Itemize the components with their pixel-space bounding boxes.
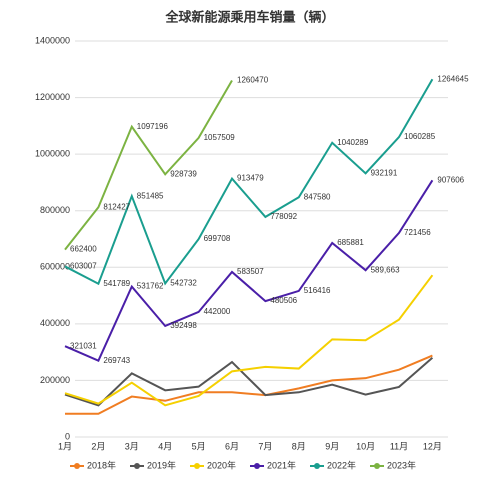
data-label: 1057509 bbox=[204, 133, 236, 142]
series-line bbox=[64, 274, 434, 407]
data-label: 442000 bbox=[204, 307, 231, 316]
legend-marker bbox=[194, 463, 200, 469]
data-label: 542732 bbox=[170, 279, 197, 288]
y-tick-label: 1400000 bbox=[35, 35, 70, 45]
legend-label: 2021年 bbox=[267, 459, 296, 470]
data-label: 1097196 bbox=[137, 122, 169, 131]
legend-label: 2022年 bbox=[327, 459, 356, 470]
data-label: 928739 bbox=[170, 169, 197, 178]
x-tick-label: 11月 bbox=[390, 441, 408, 451]
x-tick-label: 2月 bbox=[91, 441, 105, 451]
x-tick-label: 5月 bbox=[192, 441, 206, 451]
legend-marker bbox=[374, 463, 380, 469]
data-label: 516416 bbox=[304, 286, 331, 295]
x-tick-label: 4月 bbox=[158, 441, 172, 451]
data-label: 480506 bbox=[270, 296, 297, 305]
legend-marker bbox=[314, 463, 320, 469]
data-label: 583507 bbox=[237, 267, 264, 276]
y-tick-label: 200000 bbox=[40, 375, 70, 385]
x-tick-label: 12月 bbox=[423, 441, 442, 451]
data-label: 721456 bbox=[404, 228, 431, 237]
y-tick-label: 800000 bbox=[40, 205, 70, 215]
data-label: 321031 bbox=[70, 341, 97, 350]
chart-title: 全球新能源乘用车销量（辆） bbox=[164, 9, 334, 24]
y-tick-label: 1200000 bbox=[35, 92, 70, 102]
x-tick-label: 6月 bbox=[225, 441, 239, 451]
data-label: 1264645 bbox=[437, 74, 469, 83]
data-label: 392498 bbox=[170, 321, 197, 330]
legend-label: 2019年 bbox=[147, 459, 176, 470]
data-label: 778092 bbox=[270, 212, 297, 221]
series-line bbox=[65, 354, 433, 415]
legend-label: 2023年 bbox=[387, 459, 416, 470]
y-tick-label: 600000 bbox=[40, 262, 70, 272]
data-label: 662400 bbox=[70, 245, 97, 254]
data-label: 269743 bbox=[103, 356, 130, 365]
data-label: 589,663 bbox=[371, 265, 400, 274]
data-label: 932191 bbox=[371, 168, 398, 177]
x-tick-label: 8月 bbox=[292, 441, 306, 451]
series-line bbox=[64, 357, 434, 407]
data-label: 1060285 bbox=[404, 132, 436, 141]
x-tick-label: 3月 bbox=[125, 441, 139, 451]
legend-label: 2018年 bbox=[87, 459, 116, 470]
data-label: 699708 bbox=[204, 234, 231, 243]
x-tick-label: 1月 bbox=[58, 441, 72, 451]
data-label: 847580 bbox=[304, 192, 331, 201]
data-label: 685881 bbox=[337, 238, 364, 247]
data-label: 913479 bbox=[237, 174, 264, 183]
series-line bbox=[64, 79, 233, 251]
series-line bbox=[64, 179, 434, 363]
legend-marker bbox=[74, 463, 80, 469]
legend-label: 2020年 bbox=[207, 459, 236, 470]
y-tick-label: 400000 bbox=[40, 318, 70, 328]
legend-marker bbox=[134, 463, 140, 469]
data-label: 1040289 bbox=[337, 138, 369, 147]
x-tick-label: 10月 bbox=[356, 441, 375, 451]
data-label: 812427 bbox=[103, 202, 130, 211]
data-label: 1260470 bbox=[237, 76, 269, 85]
y-tick-label: 1000000 bbox=[35, 149, 70, 159]
series-line bbox=[64, 78, 434, 286]
data-label: 851485 bbox=[137, 191, 164, 200]
data-label: 603007 bbox=[70, 262, 97, 271]
y-tick-label: 0 bbox=[65, 431, 70, 441]
x-tick-label: 9月 bbox=[325, 441, 339, 451]
x-tick-label: 7月 bbox=[258, 441, 272, 451]
data-label: 907606 bbox=[437, 175, 464, 184]
data-label: 531762 bbox=[137, 282, 164, 291]
legend-marker bbox=[254, 463, 260, 469]
data-label: 541789 bbox=[103, 279, 130, 288]
